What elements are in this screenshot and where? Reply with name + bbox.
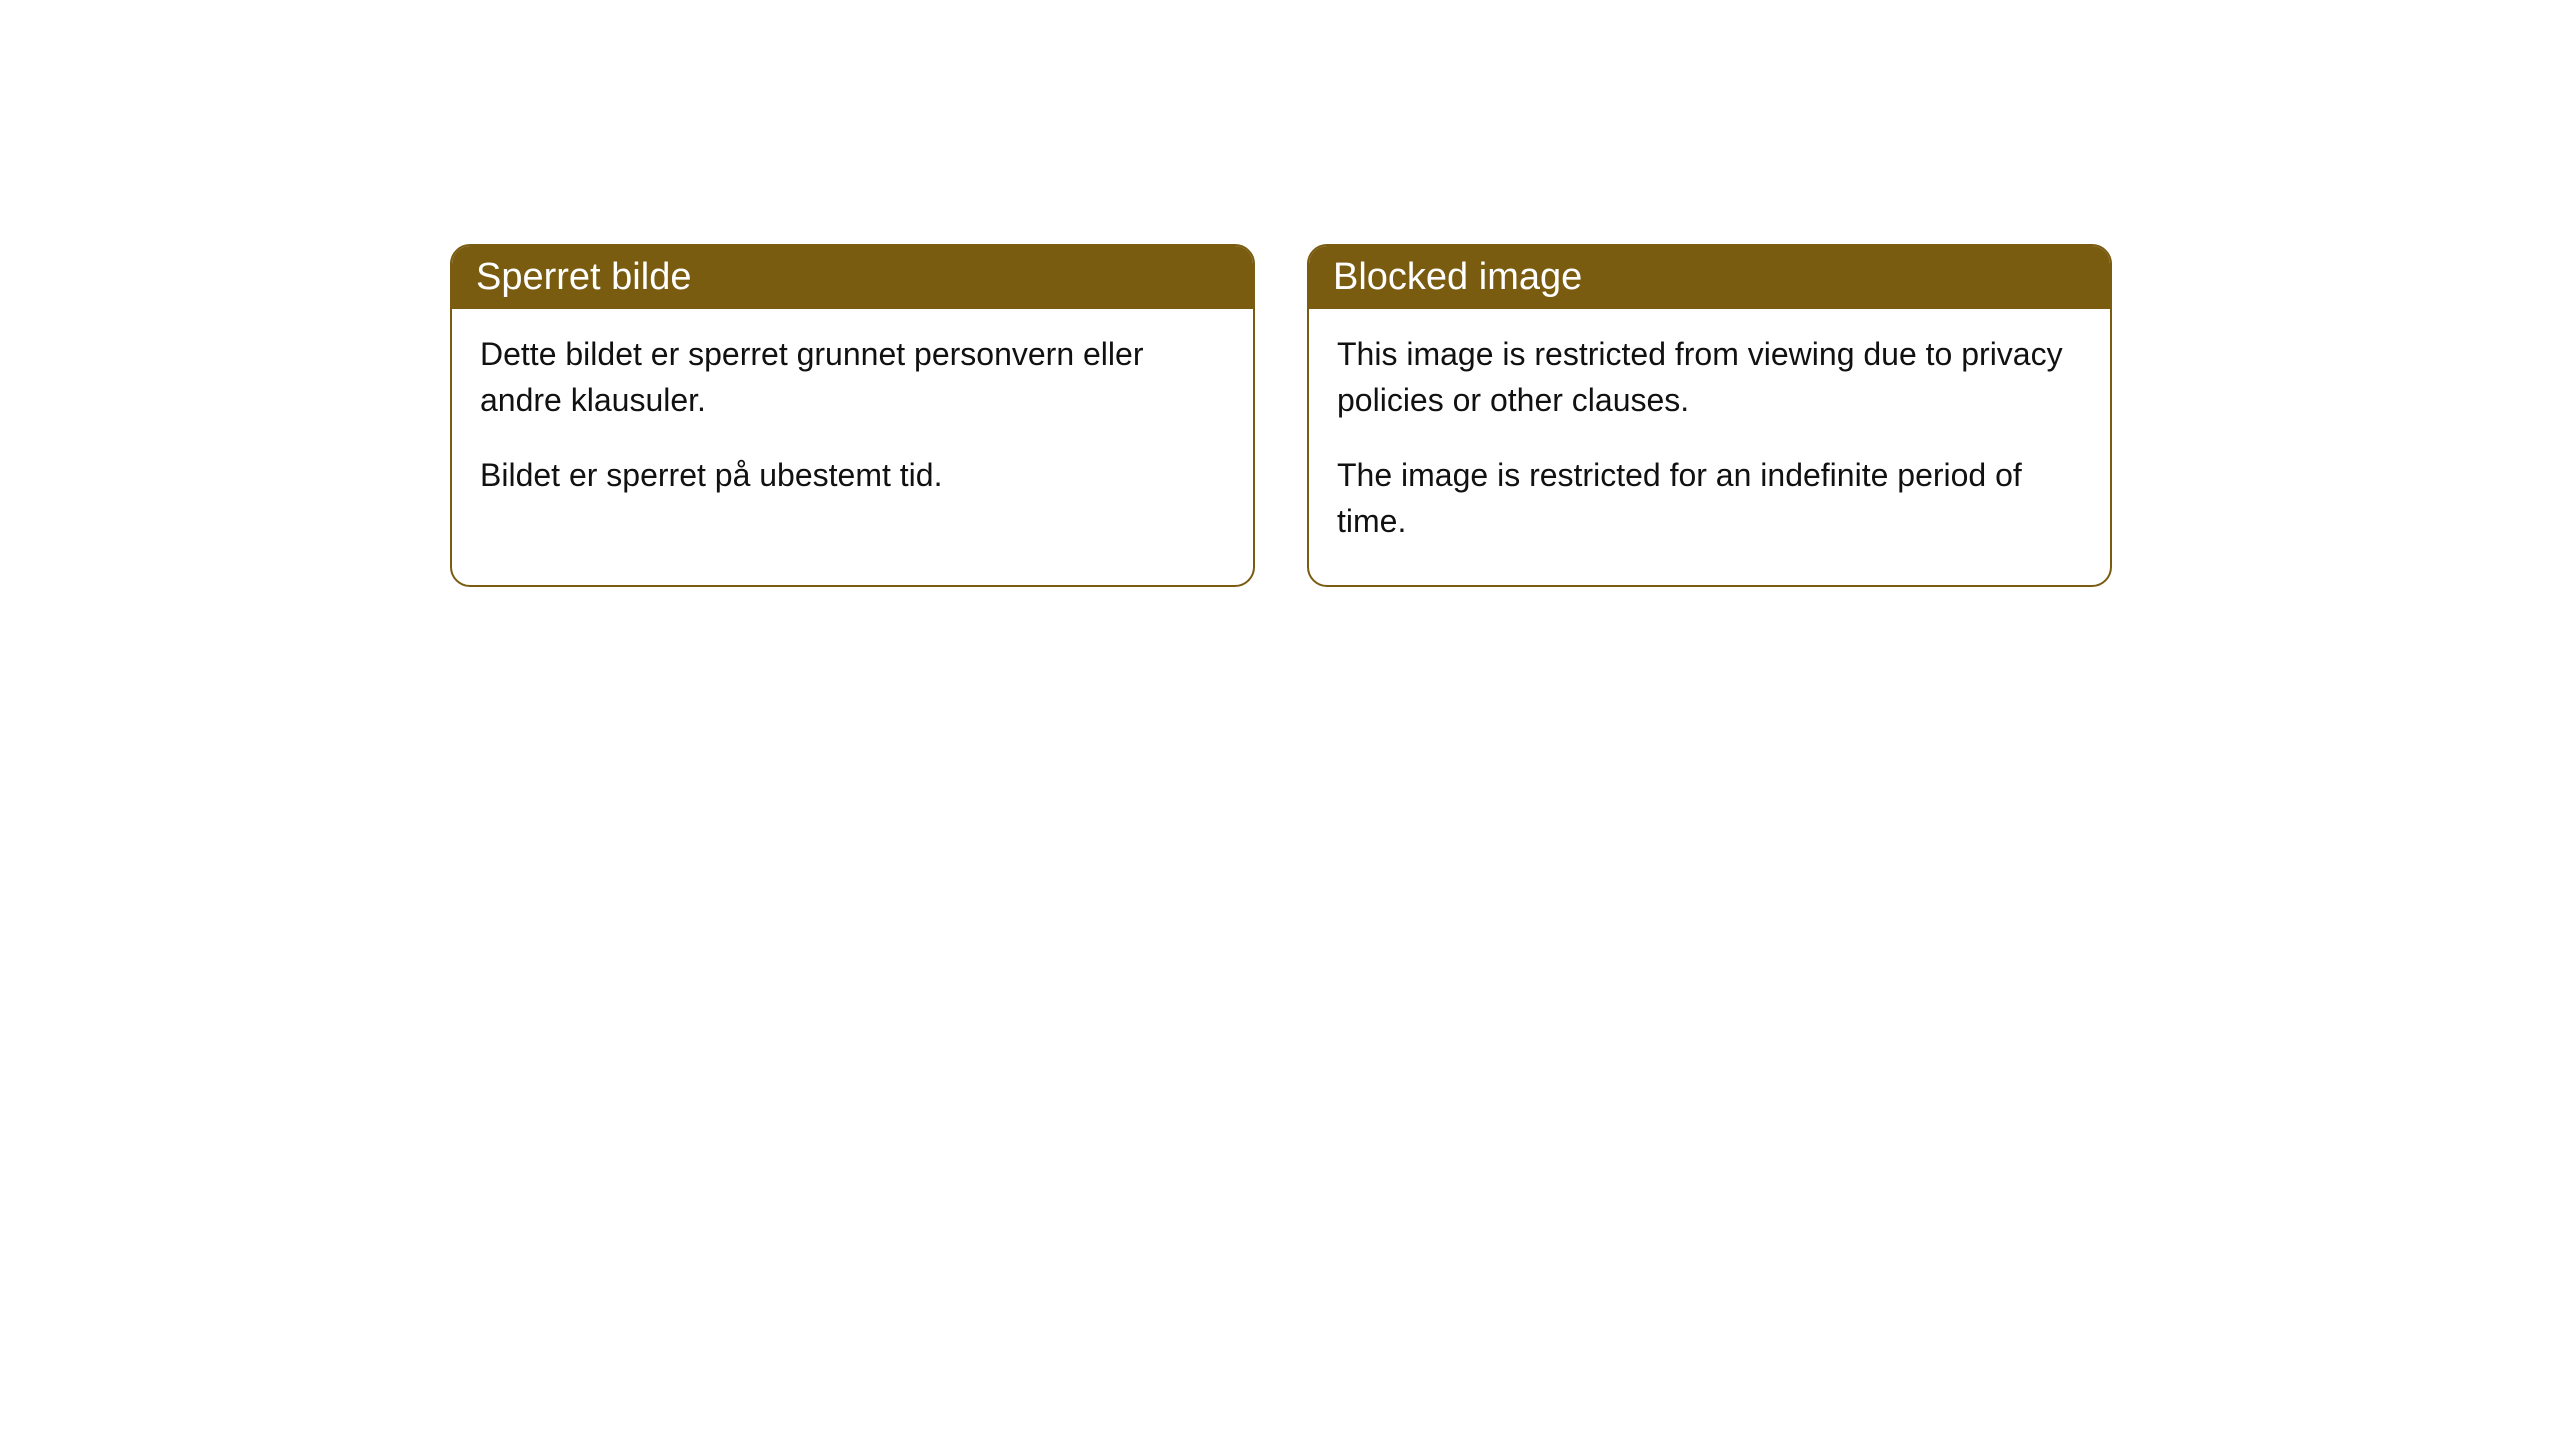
notice-title-no: Sperret bilde bbox=[452, 246, 1253, 309]
notice-body-en: This image is restricted from viewing du… bbox=[1309, 309, 2110, 585]
blocked-image-notices: Sperret bilde Dette bildet er sperret gr… bbox=[450, 244, 2112, 587]
notice-card-no: Sperret bilde Dette bildet er sperret gr… bbox=[450, 244, 1255, 587]
notice-para2-en: The image is restricted for an indefinit… bbox=[1337, 452, 2082, 545]
notice-para1-en: This image is restricted from viewing du… bbox=[1337, 331, 2082, 424]
notice-card-en: Blocked image This image is restricted f… bbox=[1307, 244, 2112, 587]
notice-title-en: Blocked image bbox=[1309, 246, 2110, 309]
notice-para2-no: Bildet er sperret på ubestemt tid. bbox=[480, 452, 1225, 498]
notice-body-no: Dette bildet er sperret grunnet personve… bbox=[452, 309, 1253, 538]
notice-para1-no: Dette bildet er sperret grunnet personve… bbox=[480, 331, 1225, 424]
